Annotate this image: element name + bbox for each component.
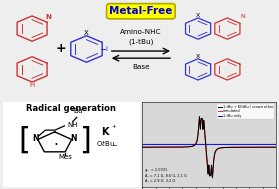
- Text: X: X: [196, 54, 200, 59]
- Text: $^+$: $^+$: [110, 124, 117, 133]
- Text: Mes: Mes: [58, 154, 72, 160]
- simulated: [192, 144, 195, 147]
- simulated: [211, 174, 214, 177]
- Text: Metal-Free: Metal-Free: [109, 6, 173, 16]
- Text: +: +: [56, 43, 67, 56]
- Text: H: H: [30, 82, 35, 88]
- simulated: [272, 146, 275, 148]
- Text: N: N: [240, 14, 245, 19]
- 1-tBu + KOtBu / crown ether: [211, 177, 214, 179]
- 1-tBu + KOtBu / crown ether: [198, 115, 201, 118]
- Text: N: N: [45, 14, 51, 20]
- simulated: [141, 146, 144, 148]
- Text: ]: ]: [79, 126, 91, 155]
- Text: $^t$Bu: $^t$Bu: [71, 105, 84, 116]
- Text: N: N: [70, 134, 77, 143]
- 1-tBu + KOtBu / crown ether: [192, 145, 195, 147]
- 1-tBu only: [198, 143, 201, 146]
- Text: Base: Base: [132, 64, 150, 70]
- 1-tBu only: [275, 143, 278, 146]
- Legend: 1-tBu + KOtBu / crown ether, simulated, 1-tBu only: 1-tBu + KOtBu / crown ether, simulated, …: [217, 104, 275, 119]
- Text: $^-$: $^-$: [111, 142, 119, 151]
- Text: [: [: [19, 126, 31, 155]
- 1-tBu + KOtBu / crown ether: [164, 146, 167, 148]
- simulated: [275, 146, 278, 148]
- Text: N: N: [33, 134, 39, 143]
- 1-tBu only: [258, 143, 261, 146]
- 1-tBu + KOtBu / crown ether: [156, 146, 159, 148]
- Text: NH: NH: [67, 122, 78, 128]
- simulated: [198, 118, 201, 120]
- Text: Amino-NHC: Amino-NHC: [120, 29, 162, 35]
- simulated: [156, 146, 159, 148]
- Text: O$t$Bu: O$t$Bu: [96, 138, 115, 148]
- 1-tBu only: [192, 143, 195, 146]
- Text: gₐ  = 2.0031
Aₙ = 7.1 G, 8.6 G, 2.1 G
Aₙ = 2.9 G, 3.2 G: gₐ = 2.0031 Aₙ = 7.1 G, 8.6 G, 2.1 G Aₙ …: [145, 168, 187, 183]
- 1-tBu only: [272, 143, 275, 146]
- Text: X: X: [196, 13, 200, 18]
- 1-tBu only: [164, 143, 167, 146]
- Text: X: X: [84, 30, 89, 36]
- 1-tBu only: [156, 143, 159, 146]
- Text: ·: ·: [54, 138, 59, 153]
- Text: K: K: [102, 127, 109, 137]
- Text: (1-tBu): (1-tBu): [128, 39, 153, 45]
- simulated: [258, 146, 261, 148]
- Line: simulated: simulated: [142, 119, 276, 176]
- Line: 1-tBu + KOtBu / crown ether: 1-tBu + KOtBu / crown ether: [142, 117, 276, 178]
- 1-tBu only: [141, 143, 144, 146]
- FancyBboxPatch shape: [0, 100, 143, 189]
- 1-tBu + KOtBu / crown ether: [275, 146, 278, 148]
- 1-tBu + KOtBu / crown ether: [258, 146, 261, 148]
- simulated: [164, 146, 167, 148]
- Text: Radical generation: Radical generation: [26, 104, 116, 112]
- simulated: [198, 118, 201, 120]
- 1-tBu + KOtBu / crown ether: [198, 116, 201, 118]
- Text: I: I: [105, 46, 108, 52]
- 1-tBu + KOtBu / crown ether: [272, 146, 275, 148]
- 1-tBu + KOtBu / crown ether: [141, 146, 144, 148]
